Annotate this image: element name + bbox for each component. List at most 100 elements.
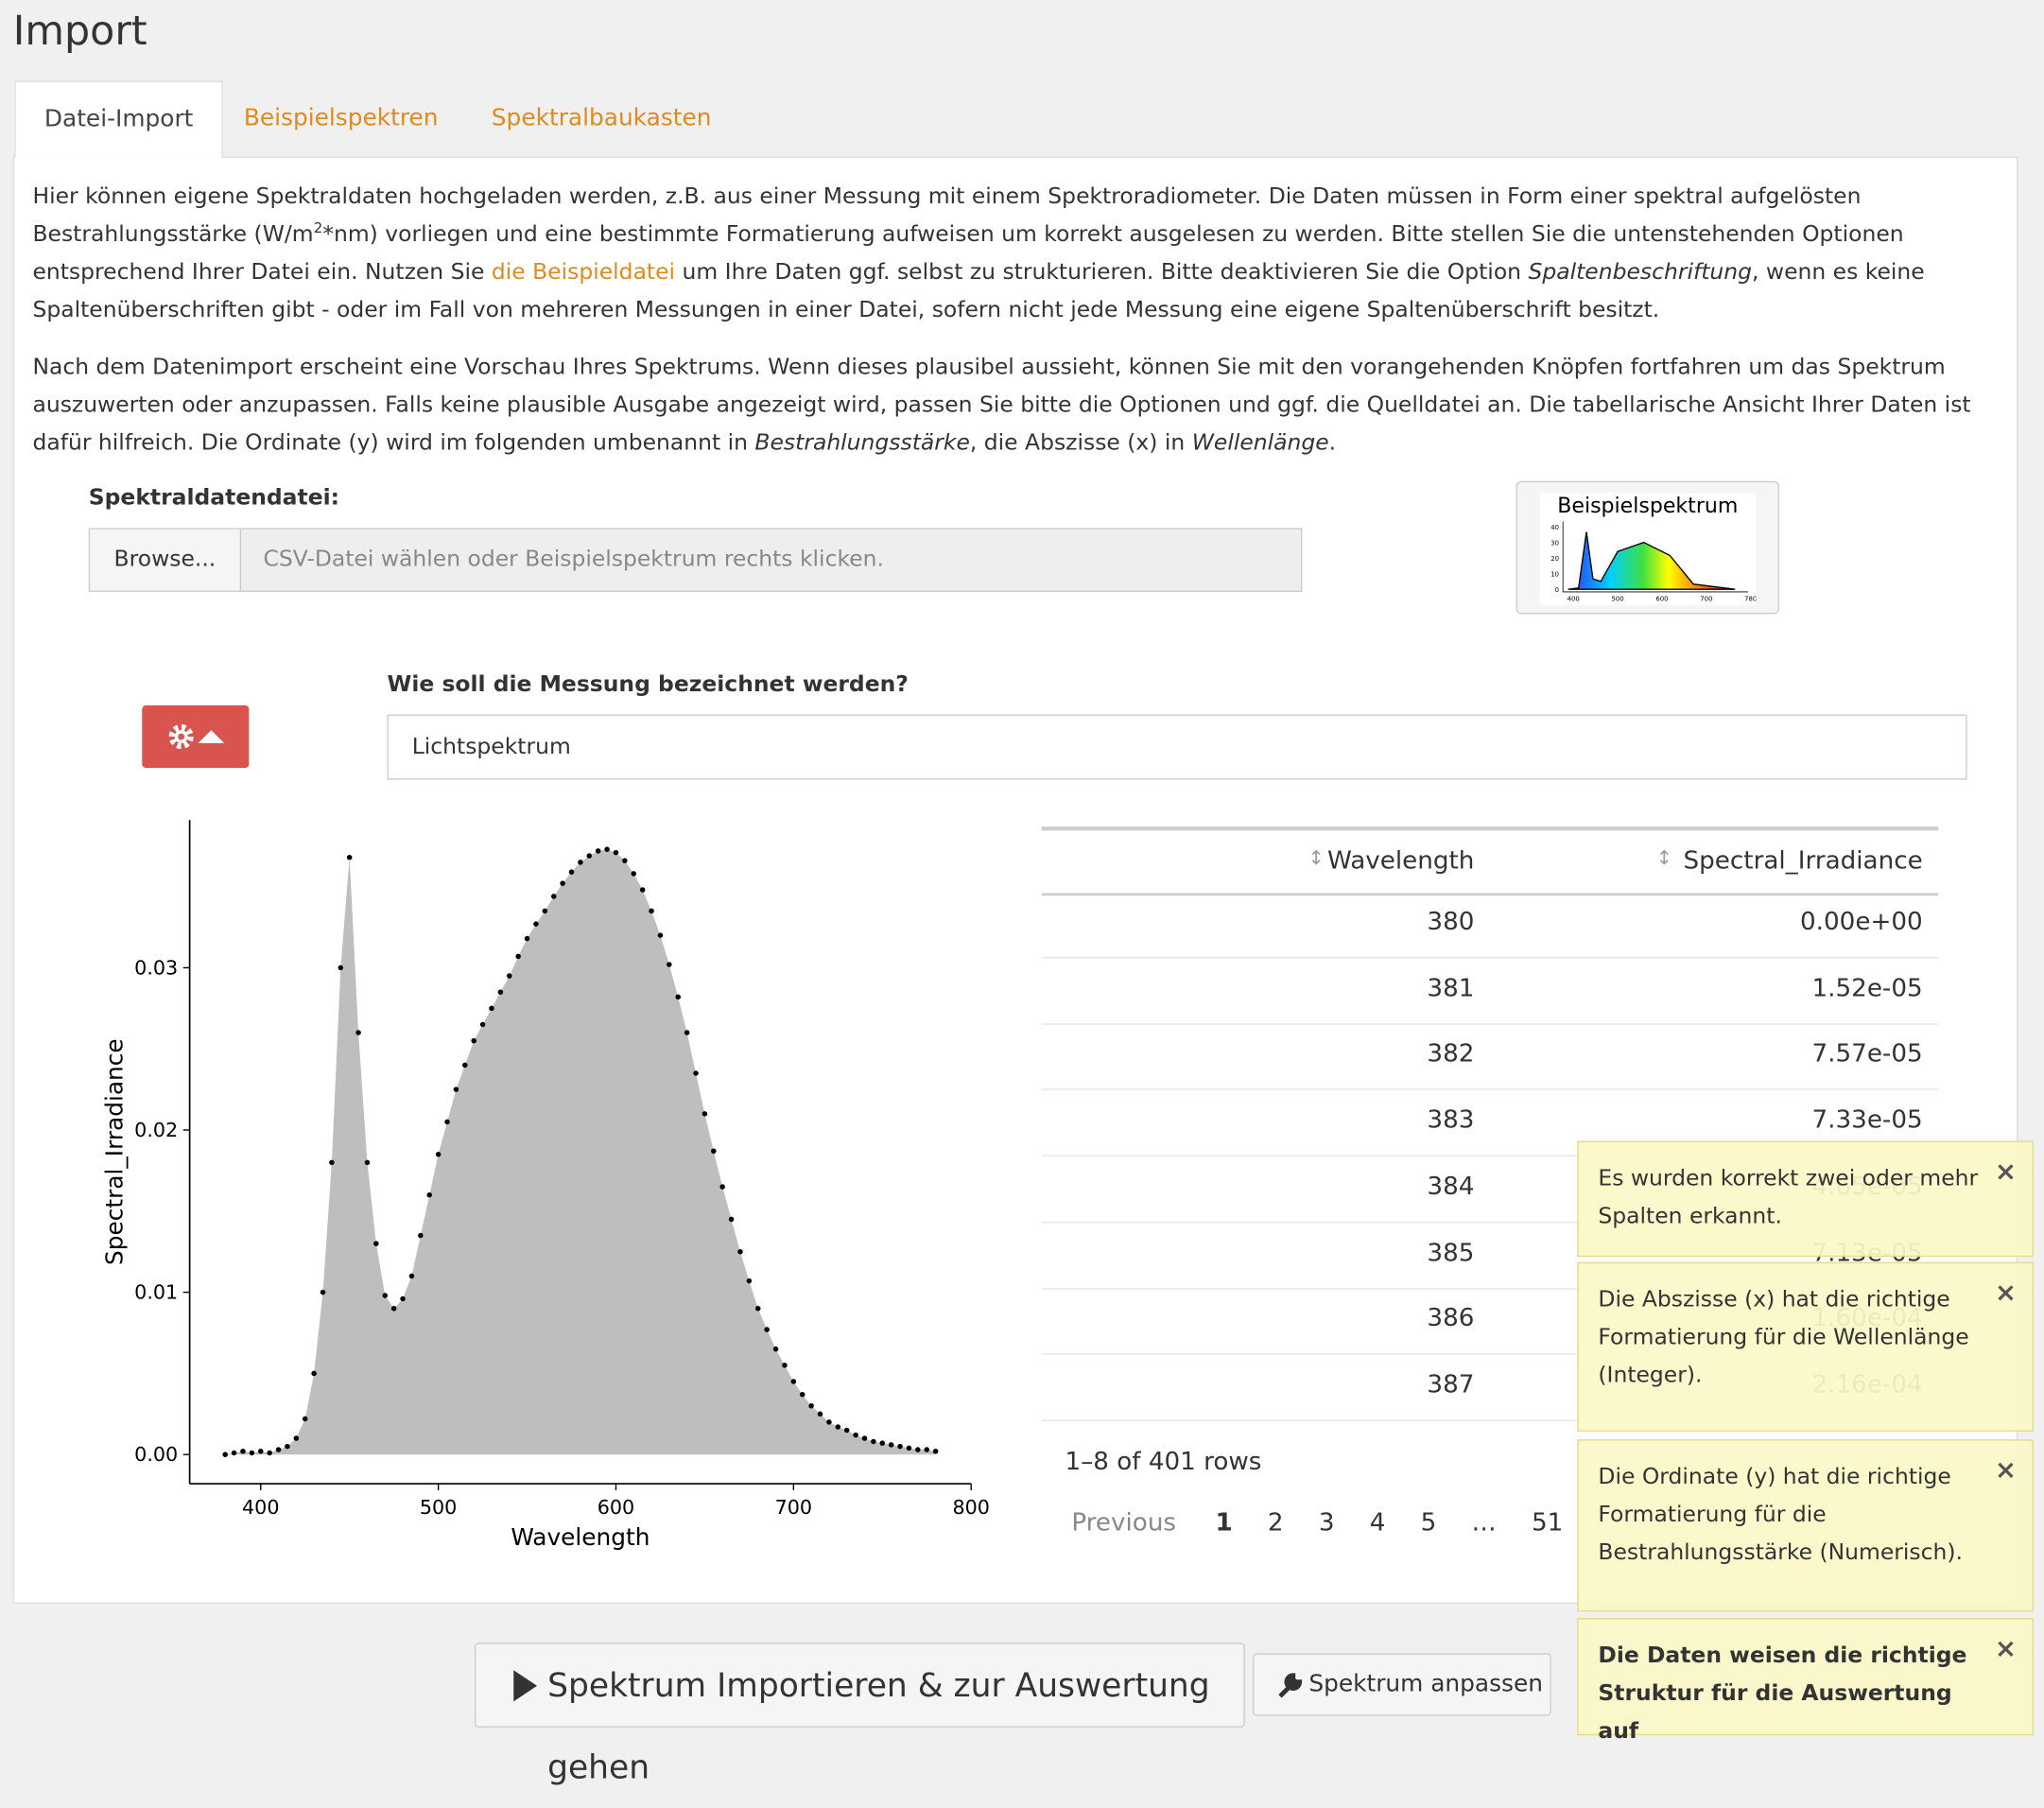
data-point — [853, 1432, 858, 1438]
data-point — [408, 1273, 415, 1279]
row-border — [1041, 1353, 1939, 1355]
data-point — [524, 935, 530, 942]
table-cell: 381 — [1427, 973, 1475, 1002]
close-button[interactable]: × — [1994, 1453, 2018, 1486]
import-button[interactable]: Spektrum Importieren & zur Auswertung ge… — [474, 1643, 1245, 1786]
spectrum-chart: 400 500 600 700 800 0.00 0.01 0.02 0.03 Wavelengt… — [101, 820, 990, 1551]
row-border — [1041, 1088, 1939, 1091]
table-cell: 385 — [1427, 1238, 1475, 1267]
tab[interactable]: Datei-Import — [14, 80, 224, 158]
notification: Es wurden korrekt zwei oder mehr Spalten… — [1577, 1140, 2034, 1258]
table-cell: 7.57e-05 — [1811, 1039, 1923, 1069]
data-point — [302, 1416, 308, 1422]
sort-icon[interactable]: ↕ — [1308, 845, 1325, 870]
data-point — [435, 1151, 442, 1157]
data-point — [871, 1438, 876, 1445]
data-point — [497, 989, 504, 995]
settings-button[interactable] — [142, 704, 250, 769]
data-point — [772, 1346, 779, 1352]
name-label: Wie soll die Messung bezeichnet werden? — [387, 671, 909, 698]
tab[interactable]: Spektralbaukasten — [491, 104, 712, 132]
x-tick-label: 600 — [598, 1496, 634, 1519]
thumbnail-x-label: 700 — [1700, 596, 1712, 603]
data-point — [906, 1445, 912, 1452]
page: Import Hier können eigene Spektraldaten … — [12, 8, 2034, 1786]
data-point — [817, 1411, 823, 1417]
data-point — [471, 1037, 476, 1044]
table-header: ↕ Wavelength ↕ Spectral_Irradiance — [1041, 826, 1939, 896]
data-point — [462, 1062, 468, 1069]
page-link[interactable]: 1 — [1215, 1508, 1233, 1538]
data-point — [453, 1087, 459, 1092]
adjust-button[interactable]: Spektrum anpassen — [1253, 1653, 1551, 1716]
data-point — [861, 1435, 868, 1441]
page-link[interactable]: 4 — [1369, 1508, 1386, 1538]
page-link[interactable]: … — [1471, 1508, 1497, 1538]
thumbnail-x-label: 780 — [1744, 596, 1756, 603]
tab[interactable]: Beispielspektren — [243, 104, 439, 132]
browse-button[interactable]: Browse... — [90, 529, 242, 591]
data-point — [835, 1424, 841, 1430]
data-point — [799, 1391, 805, 1398]
thumbnail-title: Beispielspektrum — [1557, 495, 1738, 518]
data-point — [932, 1448, 939, 1454]
data-point — [479, 1021, 486, 1028]
data-point — [675, 994, 681, 1000]
data-point — [285, 1443, 290, 1450]
name-input[interactable]: Lichtspektrum — [387, 714, 1967, 780]
data-point — [639, 887, 646, 893]
y-tick-label: 0.00 — [134, 1443, 178, 1466]
notification-text: Die Ordinate (y) hat die richtige Format… — [1598, 1464, 1963, 1566]
x-tick-label: 700 — [775, 1496, 812, 1519]
area — [225, 849, 936, 1455]
y-tick-label: 0.02 — [134, 1119, 178, 1141]
data-point — [329, 1159, 335, 1166]
column-header[interactable]: Spectral_Irradiance — [1683, 845, 1923, 876]
data-point — [897, 1443, 903, 1450]
data-point — [568, 869, 575, 875]
table-cell: 386 — [1427, 1304, 1475, 1333]
close-button[interactable]: × — [1994, 1155, 2018, 1187]
text: , die Abszisse (x) in — [969, 430, 1192, 457]
data-point — [879, 1440, 886, 1446]
file-input: Browse... CSV-Datei wählen oder Beispiel… — [88, 528, 1303, 592]
data-point — [489, 1005, 494, 1012]
row-border — [1041, 1287, 1939, 1289]
file-label: Spektraldatendatei: — [88, 484, 340, 512]
data-point — [390, 1305, 397, 1312]
column-header[interactable]: Wavelength — [1327, 845, 1475, 876]
link[interactable]: die Beispieldatei — [491, 259, 676, 286]
data-point — [586, 853, 593, 859]
data-point — [684, 1030, 690, 1035]
row-border — [1041, 1221, 1939, 1224]
data-point — [711, 1148, 717, 1155]
example-thumbnail[interactable]: Beispielspektrum 400 500 600 700 780 40 30 20 10… — [1516, 480, 1780, 615]
data-point — [533, 921, 539, 927]
thumbnail-chart: Beispielspektrum 400 500 600 700 780 40 30 20 10… — [1539, 493, 1757, 605]
close-button[interactable]: × — [1994, 1276, 2018, 1308]
italic-text: Spaltenbeschriftung — [1528, 259, 1753, 286]
page-title: Import — [12, 8, 147, 55]
previous-button[interactable]: Previous — [1071, 1508, 1177, 1538]
data-point — [631, 871, 637, 877]
data-point — [382, 1293, 389, 1298]
data-point — [595, 848, 601, 854]
page-link[interactable]: 2 — [1267, 1508, 1284, 1538]
close-button[interactable]: × — [1994, 1632, 2018, 1664]
sort-icon[interactable]: ↕ — [1655, 845, 1673, 870]
file-placeholder: CSV-Datei wählen oder Beispielspektrum r… — [263, 546, 884, 573]
data-point — [311, 1370, 317, 1377]
data-point — [542, 908, 548, 914]
text: um Ihre Daten ggf. selbst zu strukturier… — [675, 259, 1529, 286]
data-point — [267, 1450, 272, 1456]
wrench-icon — [1278, 1673, 1303, 1698]
notification: Die Daten weisen die richtige Struktur f… — [1577, 1618, 2034, 1745]
table-cell: 384 — [1427, 1172, 1475, 1201]
page-link[interactable]: 5 — [1420, 1508, 1437, 1538]
data-point — [578, 860, 583, 865]
data-point — [888, 1442, 894, 1448]
intro-paragraph: Nach dem Datenimport erscheint eine Vors… — [32, 350, 1987, 463]
page-link[interactable]: 3 — [1318, 1508, 1335, 1538]
notification-text: Es wurden korrekt zwei oder mehr Spalten… — [1598, 1165, 1979, 1230]
page-link[interactable]: 51 — [1531, 1508, 1564, 1538]
